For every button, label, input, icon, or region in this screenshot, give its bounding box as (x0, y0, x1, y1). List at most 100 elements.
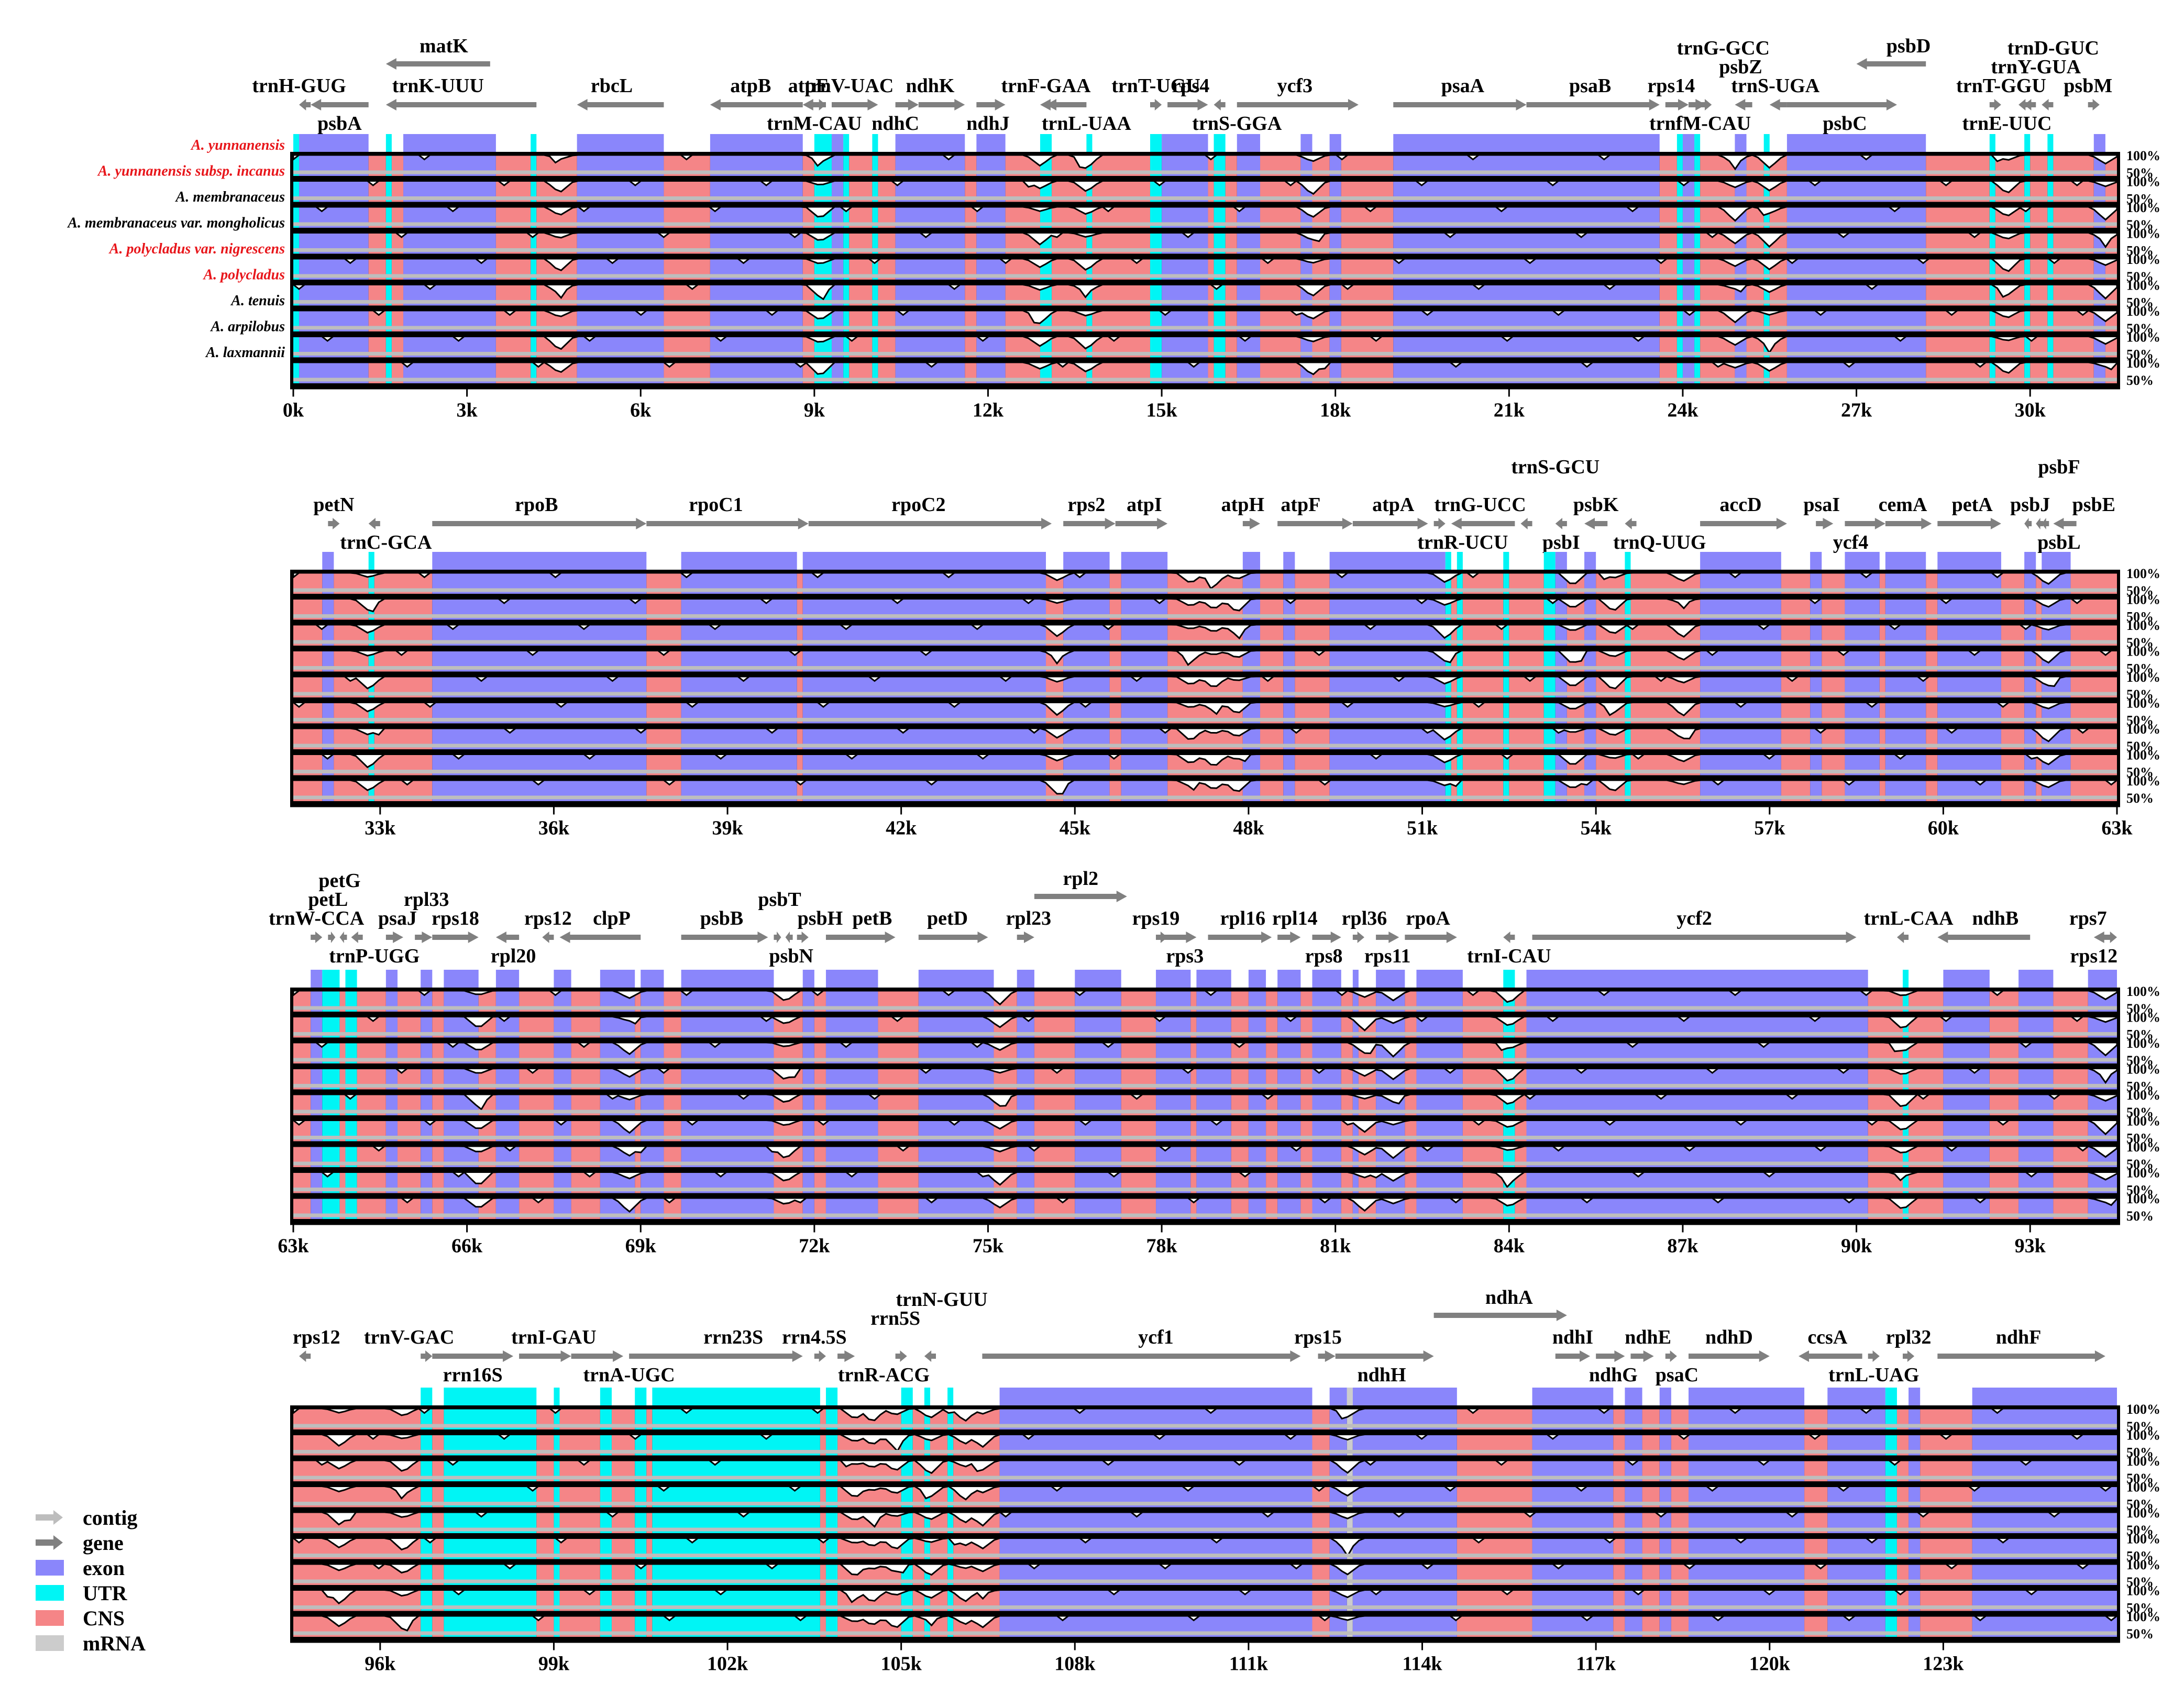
conservation-profile (293, 650, 2117, 666)
track-utr (1989, 181, 1995, 202)
feature-exon (681, 552, 797, 570)
conservation-profile (293, 624, 2117, 640)
gene-label: trnM-CAU (767, 113, 862, 135)
gene-label: psbA (317, 113, 362, 135)
gene-arrow (774, 932, 781, 943)
feature-exon (1845, 552, 1880, 570)
track-cns (646, 1564, 653, 1585)
feature-exon (1827, 1388, 1885, 1405)
gene-label: trnT-GGU (1956, 75, 2046, 97)
gene-arrow (646, 518, 809, 529)
axis-tick-label: 99k (538, 1653, 570, 1675)
gene-arrow (1393, 99, 1527, 110)
feature-exon (976, 134, 1006, 152)
track-exon (1352, 1094, 1359, 1115)
gene-label: trnW-CCA (269, 907, 365, 929)
feature-exon (299, 134, 369, 152)
gene-arrow (1405, 932, 1457, 943)
axis-tick-label: 87k (1667, 1235, 1698, 1257)
gene-label: trnA-UGC (583, 1364, 675, 1386)
gene-label: trnG-UCC (1434, 494, 1526, 516)
gene-arrow (1769, 99, 1787, 110)
conservation-profile (293, 779, 2120, 795)
track-cns (635, 1120, 641, 1141)
track-utr (368, 573, 374, 594)
gene-label: trnS-UGA (1731, 75, 1819, 97)
track-cns (797, 625, 803, 646)
track-utr (843, 284, 850, 306)
gene-label: psbD (1887, 35, 1931, 57)
feature-exon (1735, 134, 1747, 152)
percent-label: 100% (2126, 252, 2160, 267)
gene-arrow (2105, 932, 2117, 943)
gene-label: rpl20 (491, 945, 536, 967)
axis-tick-label: 111k (1229, 1653, 1269, 1675)
track-utr (531, 336, 537, 358)
gene-label: trnS-GCU (1511, 456, 1600, 478)
gene-arrow (629, 1350, 803, 1362)
gene-label: rpl36 (1342, 907, 1387, 929)
species-label: A. tenuis (230, 293, 285, 309)
feature-exon (444, 970, 479, 988)
gene-arrow (1735, 99, 1752, 110)
track-utr (1503, 677, 1509, 697)
track-utr (1763, 284, 1770, 306)
gene-label: psbJ (2010, 494, 2050, 516)
feature-utr (1086, 134, 1093, 152)
gene-label: trnL-CAA (1864, 907, 1954, 929)
feature-exon (1682, 134, 1695, 152)
track-utr (1989, 155, 1995, 176)
feature-exon (641, 970, 664, 988)
gene-label: rpoC1 (689, 494, 743, 516)
percent-label: 50% (2126, 765, 2154, 780)
conservation-profile (293, 1511, 2117, 1528)
track-cns (635, 1016, 641, 1038)
species-track: 100% 50% (293, 1139, 2160, 1172)
gene-arrow (328, 932, 336, 943)
legend-contig-swatch (36, 1510, 63, 1525)
legend-exon-swatch (36, 1560, 64, 1576)
track-cns (1879, 598, 1885, 620)
track-utr (872, 207, 878, 228)
gene-arrow (1046, 99, 1087, 110)
track-cns (797, 728, 803, 749)
axis-tick-label: 27k (1841, 400, 1872, 422)
gene-arrow (495, 932, 520, 943)
feature-exon (1393, 134, 1660, 152)
track-utr (1763, 207, 1770, 228)
track-utr (1676, 181, 1683, 202)
track-cns (1190, 1120, 1197, 1141)
feature-utr (1150, 134, 1162, 152)
gene-arrow (2042, 518, 2049, 529)
feature-exon (802, 552, 1046, 570)
conservation-profile (292, 1407, 2117, 1422)
gene-label: trnE-UUC (1962, 113, 2051, 135)
track-utr (293, 336, 300, 358)
track-utr (1457, 677, 1463, 697)
panel-2: petN trnC-GCA rpoB rpoC1 rpoC2 rps2 atpI atpH at… (290, 456, 2160, 839)
gene-arrow (577, 99, 664, 110)
gene-label: rpoC2 (891, 494, 945, 516)
axis-tick-label: 42k (886, 817, 917, 839)
gene-arrow (710, 99, 803, 110)
track-cns (635, 1198, 641, 1219)
track-cns (1190, 1172, 1197, 1193)
track-cns (1190, 1146, 1197, 1167)
gene-label: petN (313, 494, 354, 516)
feature-utr (554, 1388, 560, 1405)
gene-arrow (1937, 518, 2001, 529)
gene-label: rrn5S (870, 1307, 920, 1329)
percent-label: 50% (2126, 1157, 2154, 1172)
track-utr (2024, 207, 2031, 228)
axis-tick-label: 105k (881, 1653, 922, 1675)
feature-exon (1248, 970, 1266, 988)
species-track: 100% 50% (293, 356, 2160, 388)
track-utr (1445, 702, 1451, 724)
track-cns (635, 1146, 641, 1167)
track-utr (947, 1590, 954, 1611)
gene-label: trnR-UCU (1417, 531, 1508, 553)
gene-arrow (2042, 99, 2054, 110)
gene-arrow (785, 932, 793, 943)
track-utr (1503, 728, 1509, 749)
species-track: 100% 50% (293, 1036, 2160, 1068)
